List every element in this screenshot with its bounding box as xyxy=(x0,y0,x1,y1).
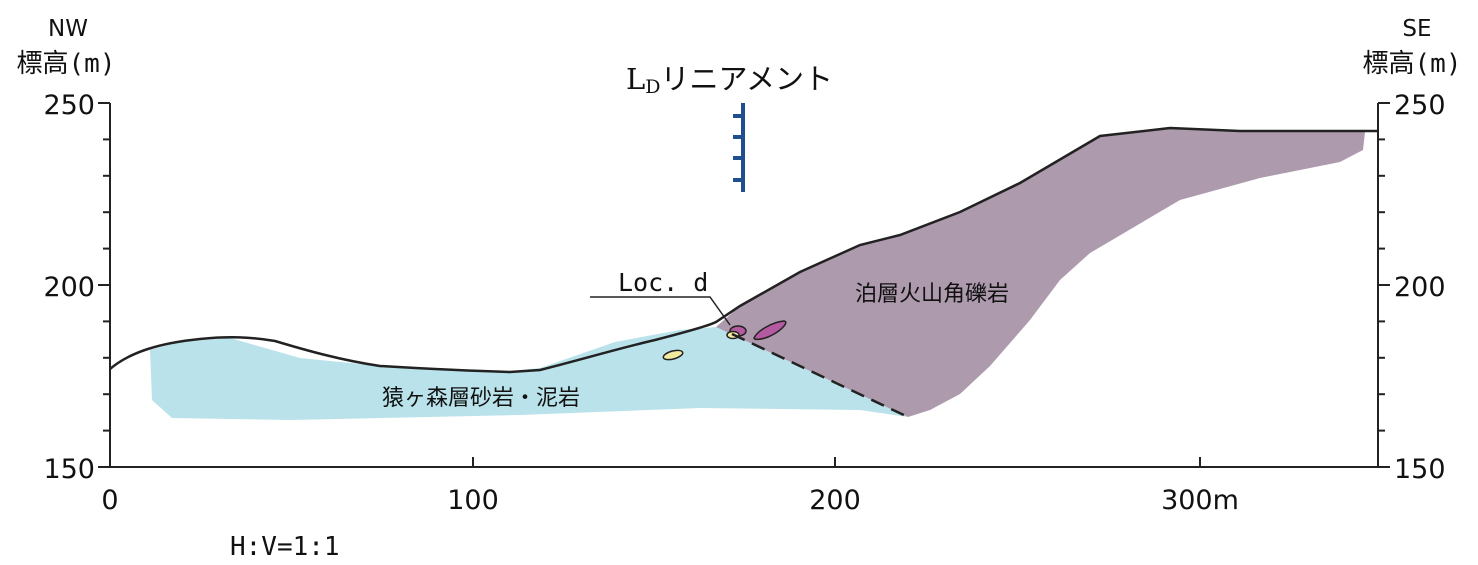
nw-direction-label: NW xyxy=(48,16,88,42)
lineament-symbol xyxy=(733,103,745,192)
left-axis-ticks xyxy=(98,102,110,468)
sandstone-mudstone-unit-label: 猿ヶ森層砂岩・泥岩 xyxy=(382,386,580,411)
dashed-geologic-contact xyxy=(731,332,909,419)
scale-ratio-label: H:V=1:1 xyxy=(230,532,340,562)
right-tick-label-200: 200 xyxy=(1394,272,1446,303)
lineament-subscript: D xyxy=(645,76,660,98)
right-axis-ticks xyxy=(1378,102,1390,468)
volcanic-breccia-unit-label: 泊層火山角礫岩 xyxy=(855,282,1009,307)
x-tick-label-200: 200 xyxy=(809,485,861,516)
sarugamori-sandstone-mudstone-body xyxy=(150,327,908,420)
se-direction-label: SE xyxy=(1402,16,1431,42)
yellow-lens-2 xyxy=(662,349,684,361)
left-tick-label-150: 150 xyxy=(43,454,95,485)
topographic-surface-line xyxy=(109,126,1378,374)
right-tick-label-150: 150 xyxy=(1394,454,1446,485)
tomari-volcanic-breccia-body xyxy=(716,128,1365,417)
right-axis-title: 標高(m) xyxy=(1363,49,1462,79)
left-axis-title: 標高(m) xyxy=(17,49,116,79)
bottom-axis-ticks xyxy=(109,457,1201,467)
lineament-name: リニアメント xyxy=(661,62,834,96)
locality-label: Loc. d xyxy=(618,268,708,297)
pink-breccia-lens-2 xyxy=(753,320,787,341)
x-tick-label-300m: 300m xyxy=(1161,485,1239,516)
left-tick-label-200: 200 xyxy=(43,272,95,303)
right-tick-label-250: 250 xyxy=(1394,90,1446,121)
left-tick-label-250: 250 xyxy=(43,90,95,121)
lineament-prefix: L xyxy=(626,62,645,96)
x-tick-label-0: 0 xyxy=(101,485,118,516)
x-tick-label-100: 100 xyxy=(447,485,499,516)
locality-leader-line xyxy=(590,296,731,326)
lineament-label: LDリニアメント xyxy=(626,62,833,98)
